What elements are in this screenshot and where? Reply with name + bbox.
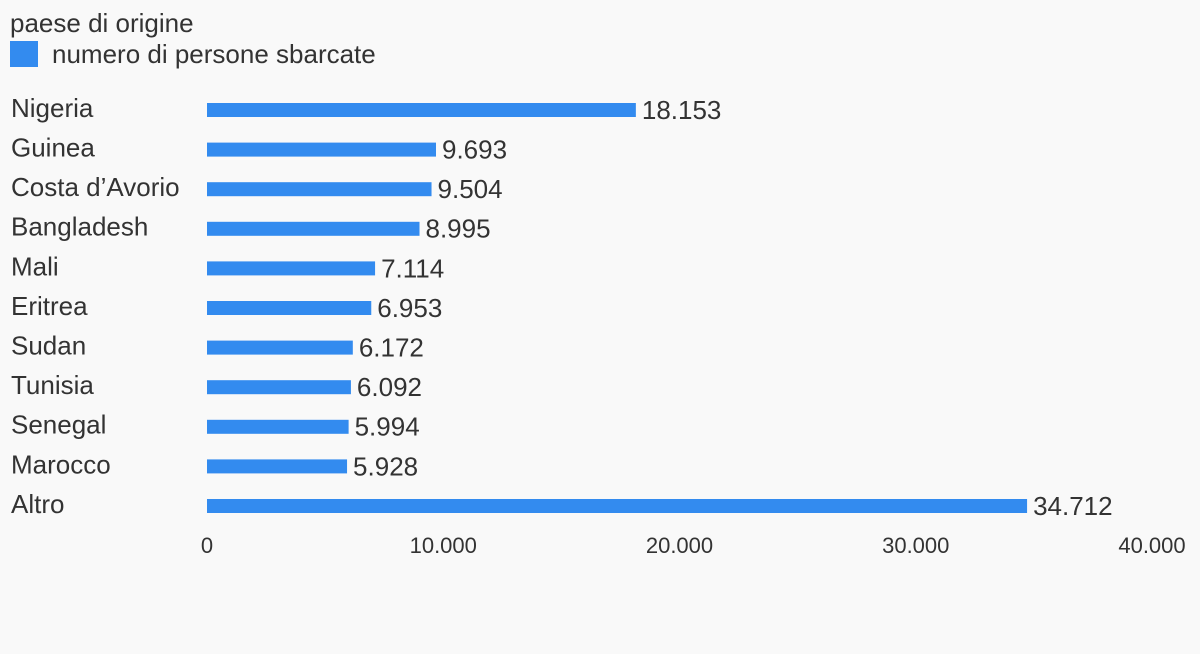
category-label: Mali bbox=[11, 251, 59, 281]
chart-title: paese di origine bbox=[10, 8, 194, 38]
x-tick-label: 40.000 bbox=[1118, 533, 1185, 558]
category-label: Altro bbox=[11, 489, 64, 519]
bar bbox=[207, 261, 376, 276]
category-label: Costa d’Avorio bbox=[11, 172, 180, 202]
data-label: 18.153 bbox=[642, 95, 722, 125]
category-label: Tunisia bbox=[11, 370, 94, 400]
bar bbox=[207, 301, 372, 315]
data-label: 5.994 bbox=[355, 412, 420, 442]
data-label: 6.092 bbox=[357, 372, 422, 402]
bar bbox=[207, 380, 351, 395]
category-label: Bangladesh bbox=[11, 212, 148, 242]
bar bbox=[207, 419, 349, 434]
bar bbox=[207, 103, 636, 117]
bar bbox=[207, 182, 432, 197]
data-label: 6.953 bbox=[377, 293, 442, 323]
category-label: Senegal bbox=[11, 410, 106, 440]
data-label: 7.114 bbox=[381, 253, 444, 283]
x-tick-label: 0 bbox=[201, 533, 213, 558]
bar bbox=[207, 142, 436, 157]
data-label: 9.504 bbox=[438, 174, 503, 204]
category-label: Guinea bbox=[11, 132, 95, 162]
category-label: Eritrea bbox=[11, 291, 88, 321]
legend: numero di persone sbarcate bbox=[10, 38, 376, 70]
x-tick-label: 10.000 bbox=[410, 533, 477, 558]
data-label: 9.693 bbox=[442, 134, 507, 164]
data-label: 8.995 bbox=[426, 214, 491, 244]
bar bbox=[207, 499, 1028, 513]
category-label: Sudan bbox=[11, 330, 86, 360]
x-tick-label: 20.000 bbox=[646, 533, 713, 558]
bar bbox=[207, 459, 348, 474]
legend-swatch bbox=[10, 41, 38, 67]
category-label: Marocco bbox=[11, 449, 111, 479]
x-tick-label: 30.000 bbox=[882, 533, 949, 558]
legend-label: numero di persone sbarcate bbox=[52, 39, 376, 69]
bar bbox=[207, 221, 420, 236]
data-label: 34.712 bbox=[1033, 491, 1113, 521]
data-label: 6.172 bbox=[359, 332, 424, 362]
data-label: 5.928 bbox=[353, 451, 418, 481]
category-label: Nigeria bbox=[11, 93, 94, 123]
bar bbox=[207, 340, 353, 355]
